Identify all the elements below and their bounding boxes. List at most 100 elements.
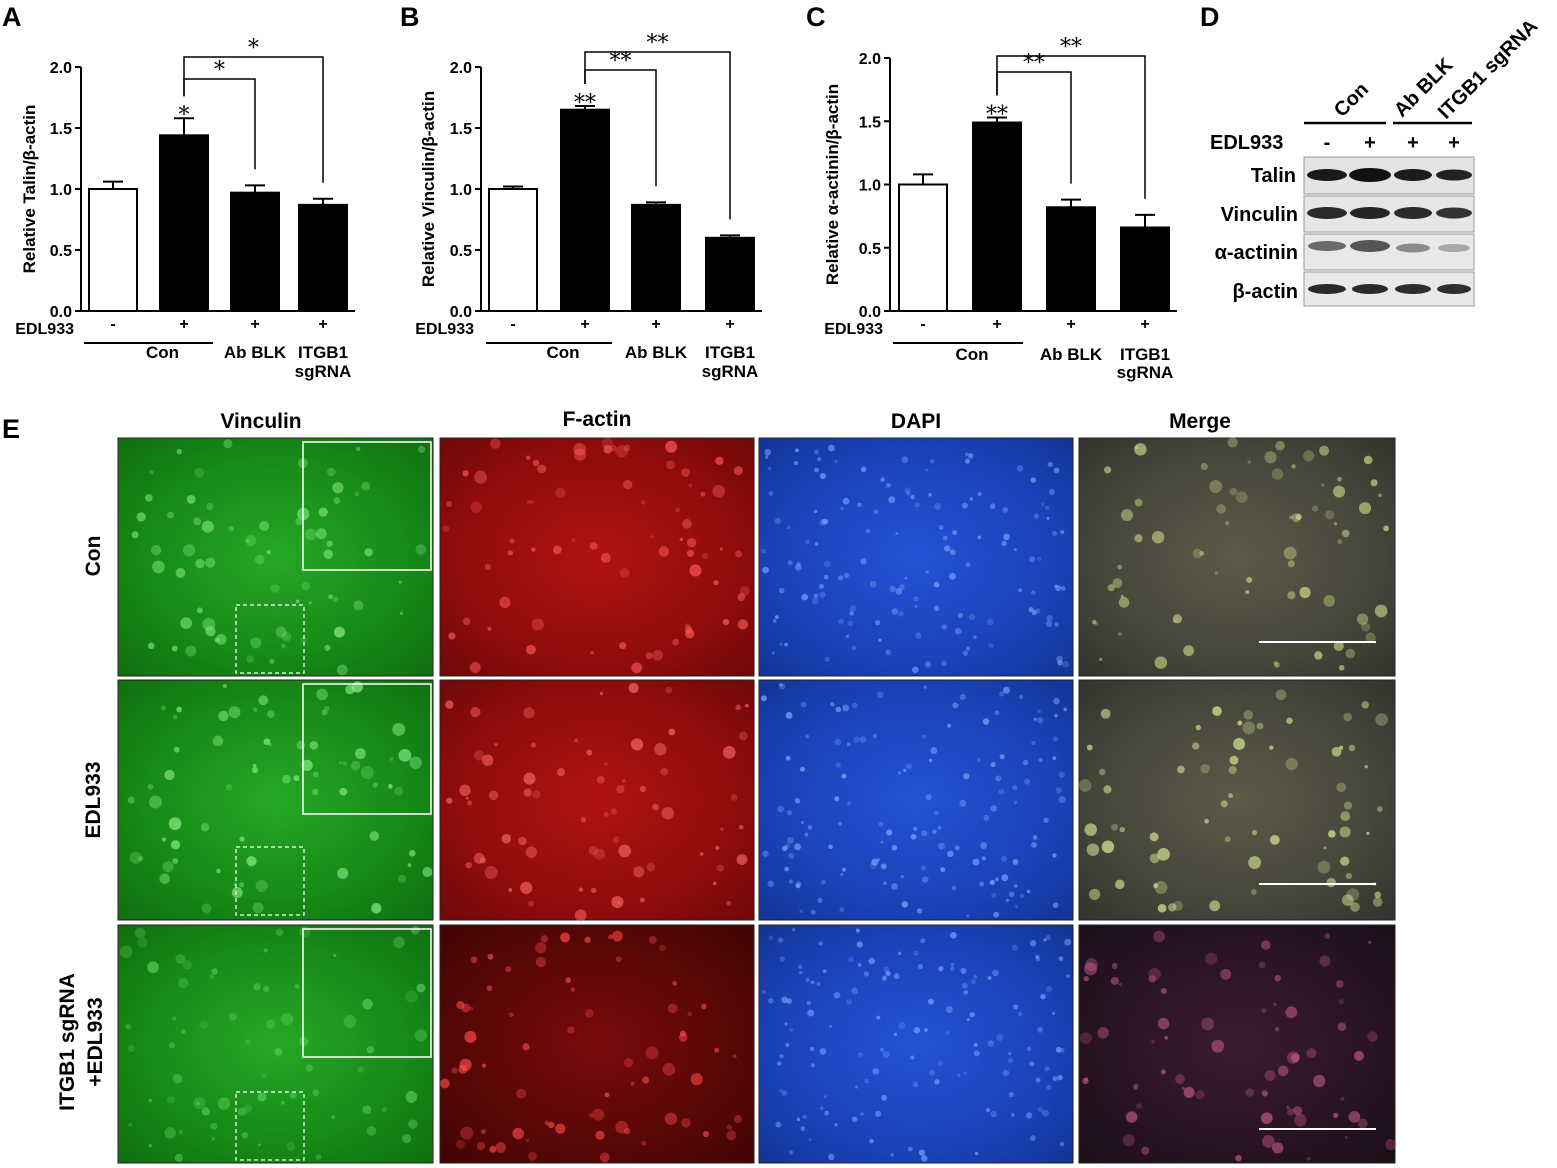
cell-speckle	[1291, 464, 1296, 469]
cell-speckle	[973, 1050, 980, 1057]
cell-speckle	[584, 936, 591, 944]
cell-speckle	[1037, 556, 1042, 561]
cell-speckle	[1052, 902, 1059, 909]
cell-speckle	[794, 461, 799, 466]
cell-speckle	[893, 973, 900, 980]
cell-speckle	[389, 756, 394, 762]
cell-speckle	[1052, 1076, 1058, 1082]
cell-speckle	[1286, 717, 1293, 725]
cell-speckle	[1317, 860, 1331, 874]
cell-speckle	[1099, 768, 1106, 776]
cell-speckle	[1141, 1146, 1150, 1155]
cell-speckle	[1057, 660, 1063, 666]
cell-speckle	[914, 604, 918, 608]
cell-speckle	[924, 661, 932, 668]
cell-speckle	[1002, 1069, 1010, 1077]
cell-speckle	[652, 803, 659, 811]
cell-speckle	[1220, 968, 1232, 980]
cell-speckle	[913, 1027, 920, 1034]
cell-speckle	[883, 881, 887, 886]
cell-speckle	[779, 956, 785, 962]
cell-speckle	[474, 470, 488, 484]
cell-speckle	[512, 1127, 525, 1140]
cell-speckle	[337, 867, 349, 879]
cell-speckle	[1028, 556, 1036, 563]
cell-speckle	[255, 879, 269, 893]
cell-speckle	[1274, 1026, 1280, 1032]
cell-speckle	[1192, 742, 1200, 750]
cell-speckle	[1364, 765, 1368, 769]
cell-speckle	[1326, 877, 1336, 888]
blot-sign-4: +	[1448, 132, 1460, 154]
cell-speckle	[134, 927, 146, 939]
cell-speckle	[1350, 902, 1360, 912]
panel-label-d: D	[1200, 2, 1220, 32]
cell-speckle	[987, 976, 992, 980]
bar	[898, 183, 948, 312]
cell-speckle	[912, 666, 919, 674]
cell-speckle	[854, 1085, 859, 1089]
cell-speckle	[1303, 450, 1315, 462]
cell-speckle	[1286, 1105, 1290, 1109]
cell-speckle	[1287, 1051, 1300, 1064]
cell-speckle	[448, 632, 456, 640]
edl933-sign: -	[110, 316, 115, 333]
cell-speckle	[819, 472, 826, 480]
cell-speckle	[851, 1116, 858, 1123]
cell-speckle	[805, 978, 810, 982]
cell-speckle	[1337, 1022, 1347, 1031]
cell-speckle	[1008, 1051, 1012, 1056]
cell-speckle	[611, 930, 623, 942]
cell-speckle	[1323, 595, 1335, 607]
cell-speckle	[1033, 513, 1039, 519]
cell-speckle	[681, 468, 690, 477]
cell-speckle	[945, 1030, 950, 1035]
cell-speckle	[847, 620, 854, 627]
edl933-sign: +	[651, 316, 660, 333]
cell-speckle	[835, 706, 842, 713]
comparison-bracket	[183, 56, 324, 183]
cell-speckle	[1054, 584, 1058, 588]
cell-speckle	[1148, 975, 1156, 983]
blot-edl933-label: EDL933	[1210, 132, 1283, 154]
cell-speckle	[933, 605, 940, 612]
cell-speckle	[834, 796, 840, 802]
cell-speckle	[1008, 1092, 1014, 1098]
cell-speckle	[408, 1119, 418, 1129]
comparison-stars: **	[1060, 35, 1082, 60]
cell-speckle	[1082, 1077, 1089, 1085]
cell-speckle	[1375, 713, 1388, 726]
cell-speckle	[299, 926, 311, 938]
cell-speckle	[910, 834, 917, 840]
cell-speckle	[1046, 516, 1050, 520]
cell-speckle	[963, 1071, 967, 1075]
cell-speckle	[1293, 1106, 1303, 1116]
cell-speckle	[293, 775, 300, 782]
cell-speckle	[983, 814, 990, 821]
cell-speckle	[964, 452, 969, 457]
cell-speckle	[362, 1105, 372, 1115]
cell-speckle	[828, 1024, 832, 1028]
group-label-itgb1: ITGB1	[705, 343, 755, 362]
cell-speckle	[999, 754, 1005, 760]
cell-speckle	[925, 468, 929, 472]
cell-speckle	[1262, 1135, 1275, 1148]
micrograph-image	[117, 679, 434, 921]
cell-speckle	[1333, 1112, 1339, 1119]
cell-speckle	[950, 962, 955, 967]
cell-speckle	[1306, 1157, 1311, 1161]
cell-speckle	[768, 935, 774, 941]
cell-speckle	[995, 775, 1002, 782]
cell-speckle	[1026, 1046, 1032, 1052]
cell-speckle	[623, 444, 631, 452]
cell-speckle	[196, 1101, 200, 1106]
cell-speckle	[476, 1141, 486, 1151]
cell-speckle	[388, 783, 393, 789]
cell-speckle	[906, 763, 913, 770]
cell-speckle	[959, 799, 967, 807]
cell-speckle	[631, 662, 643, 674]
cell-speckle	[1335, 979, 1344, 988]
group-label-sgrna: sgRNA	[1117, 363, 1174, 382]
cell-speckle	[210, 1122, 218, 1130]
panel-label-a: A	[2, 2, 22, 32]
